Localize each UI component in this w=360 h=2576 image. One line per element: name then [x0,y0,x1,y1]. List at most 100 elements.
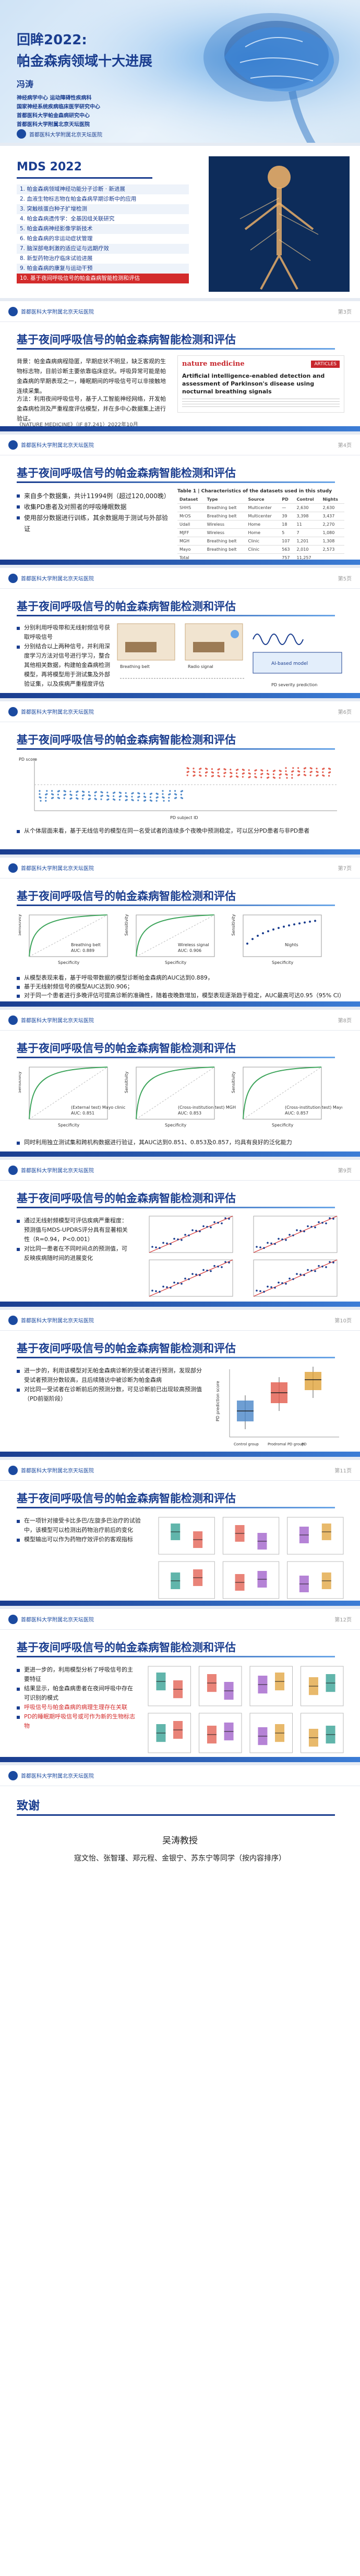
slide-title: 基于夜间呼吸信号的帕金森病智能检测和评估 [17,1342,236,1355]
table-cell: 39 [280,512,295,521]
scatter-point [166,1286,168,1289]
score-point [132,792,134,794]
score-point [180,794,182,796]
auc-point [262,932,264,935]
table-header: Dataset [177,496,205,504]
scatter-point [159,1291,161,1293]
score-point [236,775,238,777]
score-point [131,799,133,801]
mds-topic-item: 3. 突触核蛋白种子扩增检测 [17,204,189,214]
bullet-list: 从个体层面来看，基于无线信号的模型在同一名受试者的连续多个夜晚中预测稳定，可以区… [17,826,343,836]
score-point [46,793,48,795]
bullet-list: 在一项针对接受卡比多巴/左旋多巴治疗的试验中，该模型可以检测出药物治疗前后的变化… [17,1516,147,1544]
box-panel [222,1561,280,1599]
score-point [143,792,146,795]
scatter-point [321,1222,323,1224]
score-point [285,773,287,775]
auc-point [272,928,274,931]
scatter-point [332,1261,334,1264]
slide-12: 首都医科大学附属北京天坛医院 第12页 基于夜间呼吸信号的帕金森病智能检测和评估 … [0,1609,360,1765]
scatter-point [202,1225,205,1228]
slide-header: 首都医科大学附属北京天坛医院 第10页 [0,1310,360,1331]
score-point [260,769,262,771]
scatter-point [256,1290,258,1292]
bullet: 同时利用独立测试集和跨机构数据进行验证，其AUC达到0.851、0.853及0.… [17,1138,343,1147]
scatter-point [210,1270,212,1272]
roc-panel-name: (Cross-institution test) MGH [178,1105,236,1110]
score-point [285,767,287,769]
roc-auc-label: AUC: 0.906 [178,948,201,953]
score-point [114,791,116,794]
scatter-point [278,1237,280,1240]
score-point [328,775,330,777]
score-point [230,772,232,774]
scatter-point [289,1278,291,1280]
hospital-logo-icon [8,1770,18,1780]
cover-affil-3: 首都医科大学帕金森病研究中心 [17,113,90,119]
y-axis-label: Sensitivity [231,914,236,936]
score-point [254,773,256,775]
score-point [272,773,274,775]
cover-title-2: 帕金森病领域十大进展 [17,54,153,69]
page-number: 第10页 [334,1318,352,1324]
score-point [304,767,307,769]
score-point [149,796,151,798]
scatter-point [224,1217,226,1219]
scatter-point [159,1247,161,1249]
box-panel [148,1713,191,1753]
score-point [310,771,313,773]
score-point [40,800,42,802]
roc-panel-name: Nights [285,943,298,947]
group-label: Control group [234,1442,259,1446]
scatter-point [188,1234,190,1236]
table-row: MJFF Wireless Home 5 7 1,080 [177,528,344,537]
score-point [254,776,256,778]
score-point [303,774,306,776]
cover-affil-4: 首都医科大学附属北京天坛医院 [17,122,90,128]
score-point [46,790,48,792]
bullet-list: 从模型表现来看，基于呼吸带数据的模型诊断帕金森病的AUC达到0.889， 基于无… [17,973,345,1000]
bullet: 进一步的，利用该模型对无帕金森病诊断的受试者进行预测，发现部分受试者预测分数较高… [17,1366,205,1385]
bullet: 对比同一受试者在诊断前后的预测分数，可见诊断前已出现较高预测值（PD前驱阶段） [17,1385,205,1404]
scatter-point [278,1281,280,1284]
scatter-point [199,1274,201,1277]
scatter-point [267,1242,269,1244]
mds-slide: MDS 2022 1. 帕金森病领域神经功能分子诊断 · 新进展 2. 血液生物标… [0,146,360,301]
scatter-point [177,1238,179,1241]
hospital-logo-icon [8,1315,18,1325]
hospital-logo-icon [8,440,18,450]
scatter-point [296,1273,298,1275]
label-breathing-belt: Breathing belt [120,664,150,669]
box-panel [287,1561,344,1599]
x-axis-label: PD subject ID [170,815,198,820]
score-point [242,776,244,778]
bullet: 从个体层面来看，基于无线信号的模型在同一名受试者的连续多个夜晚中预测稳定，可以区… [17,826,343,836]
score-point [88,794,90,796]
scatter-panel [149,1259,233,1297]
slide-title: 基于夜间呼吸信号的帕金森病智能检测和评估 [17,600,236,613]
scatter-point [173,1237,175,1240]
scatter-point [310,1225,313,1228]
slide-title: 基于夜间呼吸信号的帕金森病智能检测和评估 [17,1641,236,1654]
score-point [52,797,54,799]
table-cell: Breathing belt [205,537,246,546]
scatter-point [155,1290,157,1292]
scatter-point [195,1230,197,1232]
bullet: 呼吸信号与帕金森病的病理生理存在关联 [17,1703,137,1712]
score-point [199,771,201,773]
bullet: 对比同一患者在不同时间点的预测值，可反映疾病随时间的进展变化 [17,1244,131,1263]
score-point [193,767,195,770]
table-cell: — [280,503,295,512]
scatter-point [206,1225,208,1228]
score-point [174,790,176,792]
score-point [199,774,201,776]
score-point [279,770,281,772]
score-point [230,769,232,771]
score-point [194,774,196,776]
table-cell: MJFF [177,528,205,537]
score-point [328,767,330,770]
score-point [322,771,324,773]
score-point [237,769,239,771]
